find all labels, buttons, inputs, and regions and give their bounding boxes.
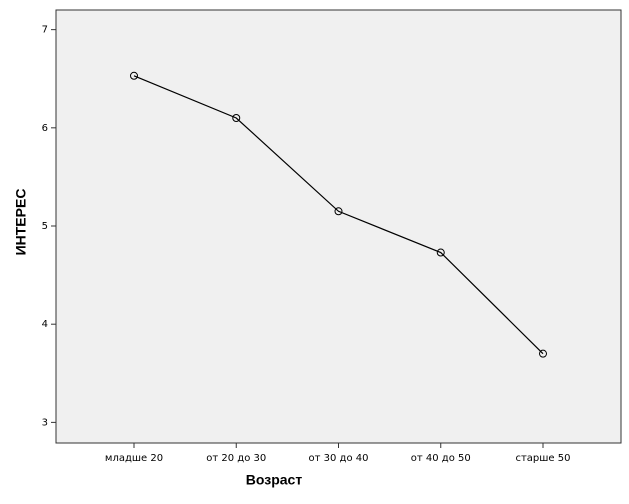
point xyxy=(130,71,138,80)
x-tick-label: от 30 до 40 xyxy=(309,453,369,464)
y-tick-label: 7 xyxy=(42,25,48,36)
x-tick-label: от 20 до 30 xyxy=(206,453,266,464)
x-axis-title: Возраст xyxy=(246,472,303,488)
point xyxy=(232,114,241,123)
plot-area xyxy=(55,9,622,444)
point xyxy=(334,207,343,216)
point xyxy=(436,248,445,257)
x-tick-label: младше 20 xyxy=(105,453,163,464)
y-tick-label: 5 xyxy=(42,221,48,232)
y-tick-label: 3 xyxy=(42,417,48,428)
x-tick-label: старше 50 xyxy=(515,453,570,464)
point xyxy=(539,349,547,358)
x-tick-label: от 40 до 50 xyxy=(411,453,471,464)
y-tick-label: 6 xyxy=(42,123,48,134)
y-axis-title: ИНТЕРЕС xyxy=(13,189,29,256)
y-tick-label: 4 xyxy=(42,319,48,330)
line xyxy=(133,75,544,355)
